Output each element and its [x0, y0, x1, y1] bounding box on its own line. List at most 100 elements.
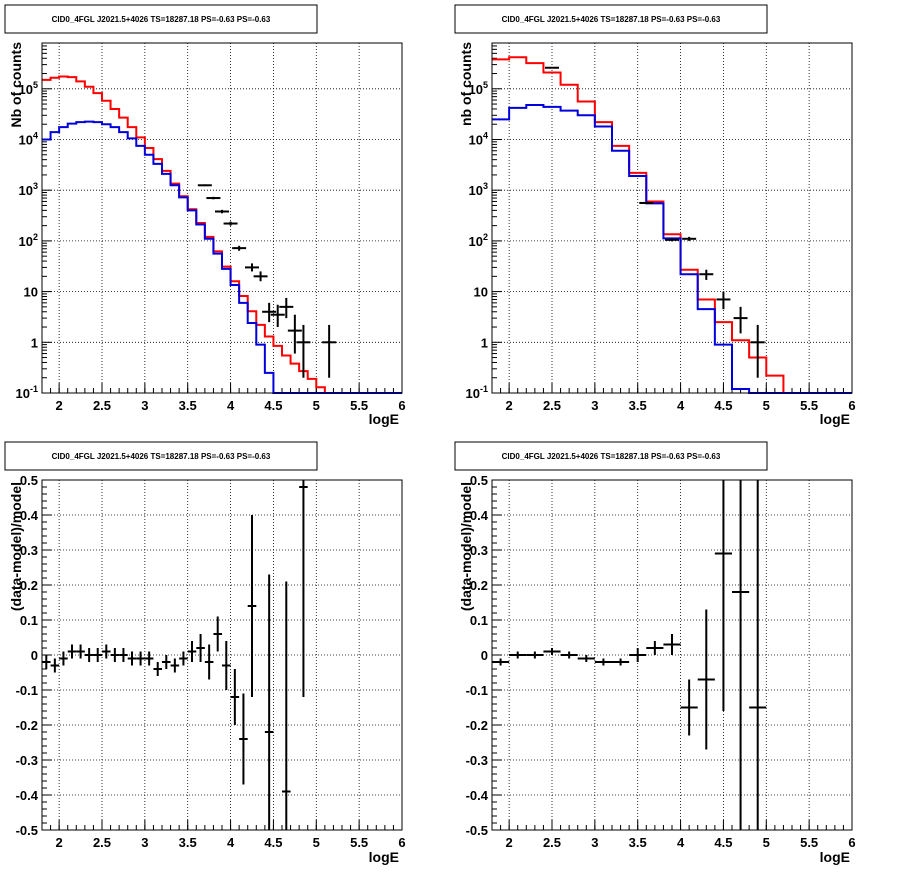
- y-tick-label: -0.2: [466, 718, 488, 733]
- y-tick-label: 0: [481, 648, 488, 663]
- x-tick-label: 2.5: [93, 835, 111, 850]
- y-tick-label: 10-1: [466, 384, 488, 401]
- x-tick-label: 5: [313, 398, 320, 413]
- y-tick-label: 0.4: [20, 508, 39, 523]
- y-axis-label: Nb of counts: [8, 42, 24, 128]
- title-box: [4, 4, 318, 34]
- chart-title: CID0_4FGL J2021.5+4026 TS=18287.18 PS=-0…: [52, 452, 271, 461]
- plot-area: 2 2.5 3 3.5 4 4.5 5 5.5 6 10-1 1 10 102 103 104 105: [466, 42, 856, 413]
- x-tick-label: 6: [848, 835, 855, 850]
- title-box: [454, 4, 768, 34]
- y-tick-label: 1: [481, 335, 488, 350]
- x-tick-label: 3: [141, 398, 148, 413]
- x-tick-label: 6: [848, 398, 855, 413]
- x-tick-label: 6: [398, 835, 405, 850]
- x-tick-label: 2: [56, 398, 63, 413]
- x-tick-label: 3.5: [629, 398, 647, 413]
- x-tick-label: 2: [506, 398, 513, 413]
- x-tick-label: 3.5: [179, 398, 197, 413]
- x-tick-label: 3: [141, 835, 148, 850]
- panel-bottom-left: CID0_4FGL J2021.5+4026 TS=18287.18 PS=-0…: [4, 441, 406, 865]
- y-tick-label: -0.2: [16, 718, 38, 733]
- x-tick-label: 4.5: [264, 835, 282, 850]
- panel-top-right: CID0_4FGL J2021.5+4026 TS=18287.18 PS=-0…: [454, 4, 856, 427]
- plot-frame: [41, 42, 403, 394]
- x-tick-label: 3: [591, 835, 598, 850]
- y-tick-label: -0.3: [16, 753, 38, 768]
- x-tick-label: 6: [398, 398, 405, 413]
- y-axis-label: nb of counts: [458, 42, 474, 126]
- x-tick-label: 2: [56, 835, 63, 850]
- x-tick-label: 5.5: [350, 835, 368, 850]
- title-box: [454, 441, 768, 471]
- x-tick-label: 4.5: [714, 398, 732, 413]
- x-tick-label: 5: [763, 835, 770, 850]
- x-tick-label: 5: [313, 835, 320, 850]
- x-tick-label: 3: [591, 398, 598, 413]
- y-tick-label: 0.1: [470, 613, 488, 628]
- x-tick-label: 4.5: [714, 835, 732, 850]
- y-tick-label: -0.4: [466, 788, 489, 803]
- x-tick-label: 4: [677, 398, 685, 413]
- panel-top-left: CID0_4FGL J2021.5+4026 TS=18287.18 PS=-0…: [4, 4, 406, 427]
- y-tick-label: 0.3: [470, 543, 488, 558]
- x-axis-label: logE: [369, 411, 399, 427]
- y-tick-label: 0.2: [470, 578, 488, 593]
- plot-frame: [41, 479, 403, 831]
- x-tick-label: 4.5: [264, 398, 282, 413]
- y-tick-label: 10-1: [16, 384, 38, 401]
- y-axis-label: (data-model)/model: [458, 482, 474, 611]
- chart-title: CID0_4FGL J2021.5+4026 TS=18287.18 PS=-0…: [502, 452, 721, 461]
- y-tick-label: 105: [469, 80, 488, 97]
- y-tick-label: 0.4: [470, 508, 489, 523]
- x-tick-label: 4: [677, 835, 685, 850]
- x-tick-label: 2.5: [93, 398, 111, 413]
- x-tick-label: 5.5: [800, 835, 818, 850]
- y-tick-label: 0: [31, 648, 38, 663]
- x-tick-label: 3.5: [179, 835, 197, 850]
- y-tick-label: 102: [19, 232, 38, 249]
- y-tick-label: 0.3: [20, 543, 38, 558]
- y-tick-label: -0.3: [466, 753, 488, 768]
- plot-area: 2 2.5 3 3.5 4 4.5 5 5.5 6 -0.5 -0.4 -0.3 -0.2 -0.1 0 0.…: [466, 473, 856, 850]
- x-tick-label: 5.5: [350, 398, 368, 413]
- y-tick-label: 0.5: [470, 473, 488, 488]
- x-tick-label: 2.5: [543, 835, 561, 850]
- y-tick-label: -0.5: [16, 823, 38, 838]
- y-tick-label: -0.1: [466, 683, 488, 698]
- x-axis-label: logE: [820, 411, 850, 427]
- y-tick-label: 10: [474, 285, 488, 300]
- x-axis-label: logE: [820, 849, 850, 865]
- y-tick-label: 0.5: [20, 473, 38, 488]
- plot-background: [42, 43, 402, 393]
- y-tick-label: 105: [19, 80, 38, 97]
- y-tick-label: 0.1: [20, 613, 38, 628]
- chart-title: CID0_4FGL J2021.5+4026 TS=18287.18 PS=-0…: [52, 15, 271, 24]
- x-tick-label: 2: [506, 835, 513, 850]
- x-axis-label: logE: [369, 849, 399, 865]
- panel-bottom-right: CID0_4FGL J2021.5+4026 TS=18287.18 PS=-0…: [454, 441, 856, 865]
- chart-title: CID0_4FGL J2021.5+4026 TS=18287.18 PS=-0…: [502, 15, 721, 24]
- plot-area: 2 2.5 3 3.5 4 4.5 5 5.5 6 -0.5 -0.4 -0.3 -0.2 -0.1 0 0.…: [16, 473, 406, 850]
- y-tick-label: 103: [19, 181, 38, 198]
- histogram-series-line: [492, 56, 852, 394]
- y-tick-label: 10: [24, 285, 38, 300]
- y-tick-label: 103: [469, 181, 488, 198]
- plot-area: 2 2.5 3 3.5 4 4.5 5 5.5 6 10-1 1 10 102 103 104 105: [16, 42, 406, 413]
- y-tick-label: -0.1: [16, 683, 38, 698]
- y-tick-label: 1: [31, 335, 38, 350]
- title-box: [4, 441, 318, 471]
- y-tick-label: 104: [19, 130, 38, 147]
- plot-frame: [491, 42, 853, 394]
- y-tick-label: 104: [469, 130, 488, 147]
- x-tick-label: 2.5: [543, 398, 561, 413]
- x-tick-label: 5.5: [800, 398, 818, 413]
- x-tick-label: 4: [227, 835, 235, 850]
- x-tick-label: 5: [763, 398, 770, 413]
- plot-frame: [491, 479, 853, 831]
- y-tick-label: -0.5: [466, 823, 488, 838]
- x-tick-label: 3.5: [629, 835, 647, 850]
- y-tick-label: 0.2: [20, 578, 38, 593]
- x-tick-label: 4: [227, 398, 235, 413]
